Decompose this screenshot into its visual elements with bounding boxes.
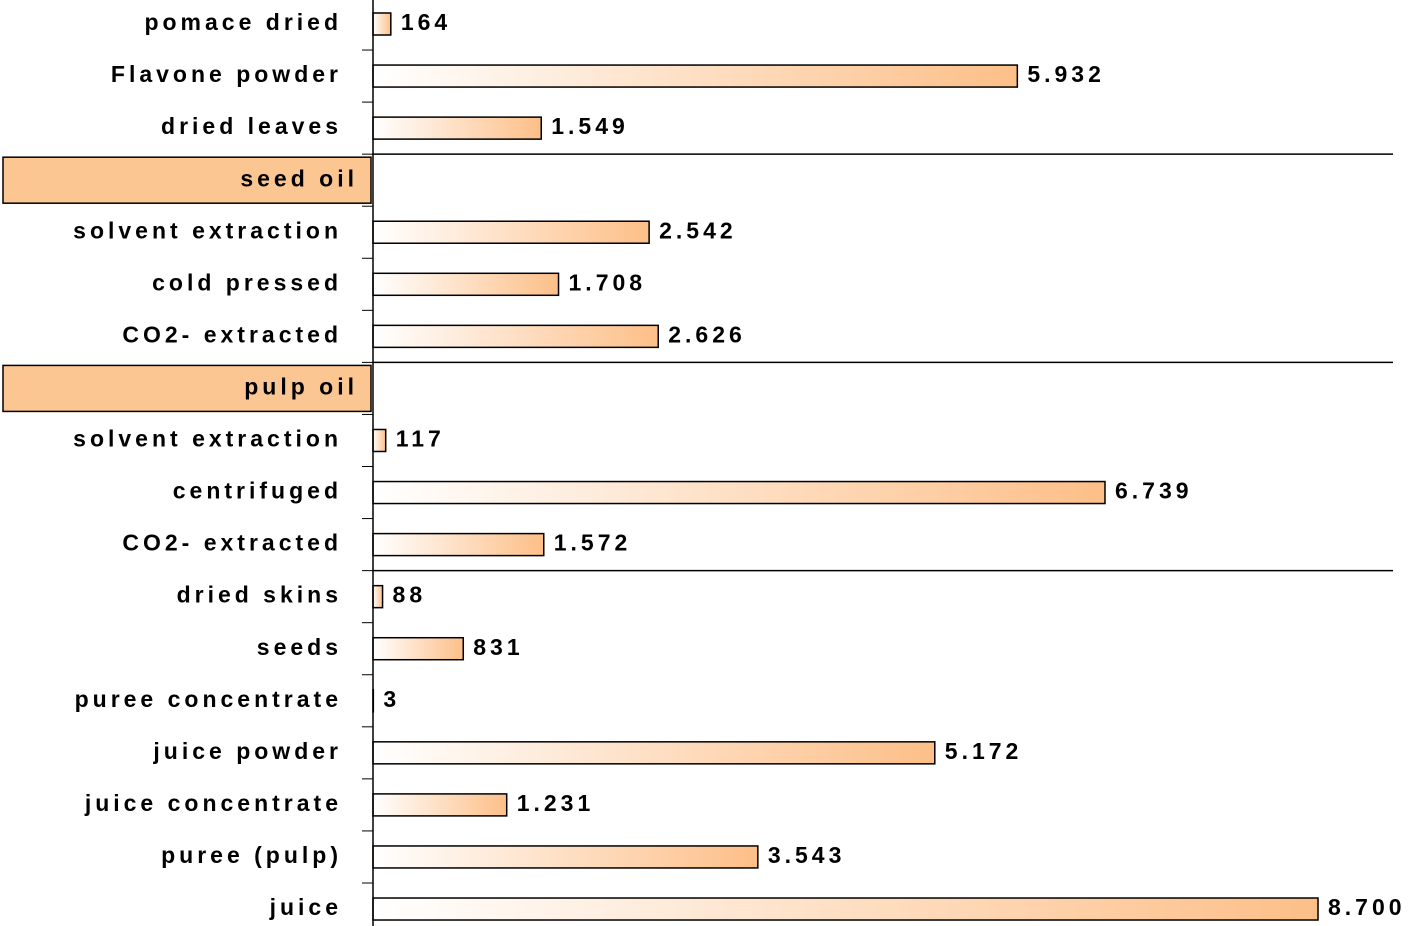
- y-tick-label: CO2- extracted: [122, 321, 342, 347]
- value-label: 1.231: [517, 790, 595, 816]
- value-label: 1.549: [551, 113, 629, 139]
- value-label: 88: [393, 582, 427, 608]
- value-label: 5.172: [945, 738, 1023, 764]
- value-label: 5.932: [1027, 61, 1105, 87]
- group-header-label: seed oil: [240, 165, 358, 191]
- bar: [372, 793, 508, 817]
- bar: [372, 741, 936, 765]
- y-tick-label: puree concentrate: [75, 686, 342, 712]
- y-tick-label: centrifuged: [173, 478, 342, 504]
- y-tick-label: solvent extraction: [73, 426, 342, 452]
- bar: [372, 116, 543, 140]
- value-label: 831: [473, 634, 523, 660]
- value-label: 3: [383, 686, 400, 712]
- y-tick-label: puree (pulp): [161, 842, 342, 868]
- bar: [372, 428, 387, 453]
- bar: [372, 532, 545, 557]
- y-tick-label: juice concentrate: [84, 790, 342, 816]
- y-tick-label: Flavone powder: [111, 61, 342, 87]
- y-tick-label: juice powder: [152, 738, 342, 764]
- bar: [372, 324, 659, 349]
- value-label: 1.708: [569, 269, 647, 295]
- y-tick-label: CO2- extracted: [122, 530, 342, 556]
- bar: [372, 480, 1106, 505]
- group-header-label: pulp oil: [244, 373, 358, 399]
- bar: [372, 845, 759, 869]
- bar: [372, 12, 392, 36]
- group-header-box: [2, 156, 372, 204]
- bar: [372, 220, 650, 244]
- value-label: 3.543: [768, 842, 846, 868]
- bar: [372, 584, 384, 609]
- y-tick-label: solvent extraction: [73, 217, 342, 243]
- bar: [372, 64, 1019, 88]
- bar: [372, 636, 465, 661]
- y-tick-label: seeds: [257, 634, 342, 660]
- value-label: 8.700: [1328, 894, 1406, 920]
- bar: [372, 272, 560, 297]
- y-tick-label: dried leaves: [161, 113, 342, 139]
- value-label: 2.542: [659, 217, 737, 243]
- value-label: 2.626: [668, 321, 746, 347]
- value-label: 164: [401, 9, 451, 35]
- value-label: 117: [396, 426, 445, 452]
- value-label: 1.572: [554, 530, 632, 556]
- value-label: 6.739: [1115, 478, 1193, 504]
- y-tick-label: pomace dried: [144, 9, 342, 35]
- bar: [372, 897, 1319, 921]
- y-tick-label: juice: [269, 894, 342, 920]
- y-tick-label: cold pressed: [152, 269, 342, 295]
- y-tick-label: dried skins: [177, 582, 342, 608]
- group-header-box: [2, 364, 372, 413]
